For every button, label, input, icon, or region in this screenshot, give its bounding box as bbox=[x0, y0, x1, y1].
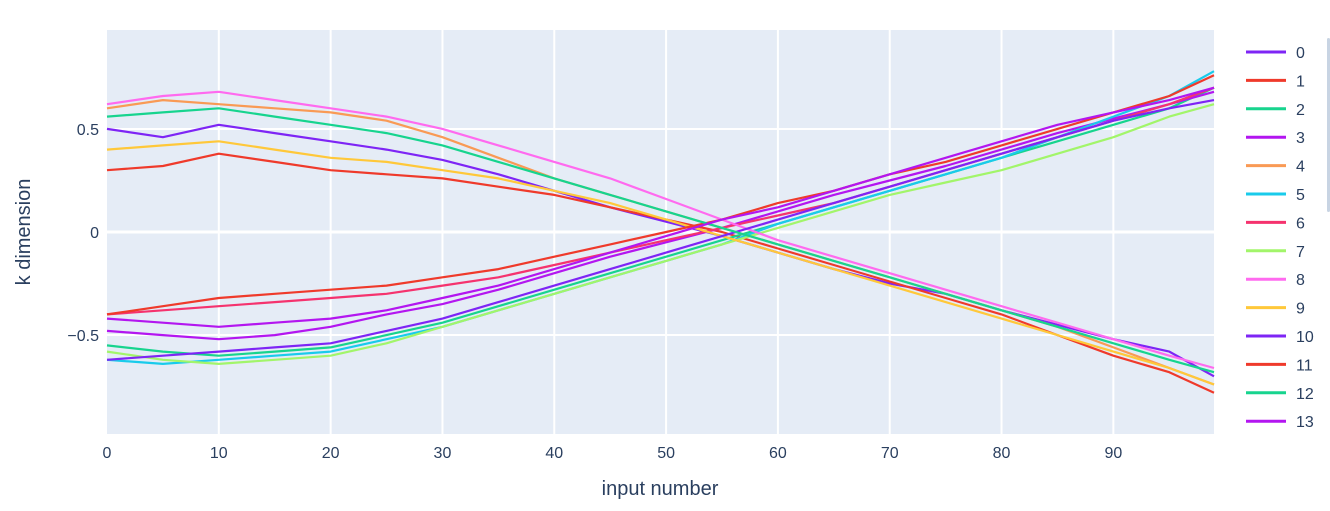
legend-label: 0 bbox=[1296, 45, 1305, 62]
series-line-8 bbox=[106, 90, 1215, 370]
legend-item-12[interactable]: 12 bbox=[1246, 386, 1314, 403]
x-tick-label: 40 bbox=[545, 445, 563, 462]
legend-item-10[interactable]: 10 bbox=[1246, 329, 1314, 346]
x-tick-label: 0 bbox=[103, 445, 112, 462]
series-line-9 bbox=[106, 140, 1215, 386]
legend-label: 1 bbox=[1296, 73, 1305, 90]
legend-label: 9 bbox=[1296, 301, 1305, 318]
legend-item-3[interactable]: 3 bbox=[1246, 130, 1305, 147]
legend-item-11[interactable]: 11 bbox=[1246, 357, 1313, 374]
legend-label: 3 bbox=[1296, 130, 1305, 147]
legend-label: 4 bbox=[1296, 159, 1305, 176]
x-tick-label: 30 bbox=[434, 445, 452, 462]
legend-label: 7 bbox=[1296, 244, 1305, 261]
legend-item-9[interactable]: 9 bbox=[1246, 301, 1305, 318]
legend-item-7[interactable]: 7 bbox=[1246, 244, 1305, 261]
x-tick-label: 90 bbox=[1104, 445, 1122, 462]
series-line-3 bbox=[106, 90, 1215, 341]
legend-label: 11 bbox=[1296, 357, 1313, 374]
legend-item-8[interactable]: 8 bbox=[1246, 272, 1305, 289]
x-axis-ticks: 0 10 20 30 40 50 60 70 80 90 bbox=[103, 445, 1123, 462]
y-tick-label: 0 bbox=[90, 225, 99, 242]
x-axis-title: input number bbox=[602, 478, 719, 500]
series-line-12 bbox=[106, 107, 1215, 374]
y-tick-label: 0.5 bbox=[77, 122, 99, 139]
series-line-7 bbox=[106, 103, 1215, 365]
series-line-13 bbox=[106, 86, 1215, 328]
legend-label: 10 bbox=[1296, 329, 1314, 346]
legend-item-4[interactable]: 4 bbox=[1246, 159, 1305, 176]
y-axis-title: k dimension bbox=[13, 179, 35, 286]
legend-scrollbar[interactable] bbox=[1327, 38, 1330, 212]
series-lines bbox=[106, 70, 1215, 394]
legend-label: 6 bbox=[1296, 215, 1305, 232]
series-line-11 bbox=[106, 74, 1215, 316]
legend-label: 2 bbox=[1296, 102, 1305, 119]
legend-label: 12 bbox=[1296, 386, 1314, 403]
legend-item-13[interactable]: 13 bbox=[1246, 414, 1314, 431]
legend-item-5[interactable]: 5 bbox=[1246, 187, 1305, 204]
x-tick-label: 20 bbox=[322, 445, 340, 462]
legend-item-2[interactable]: 2 bbox=[1246, 102, 1305, 119]
legend-item-1[interactable]: 1 bbox=[1246, 73, 1305, 90]
x-tick-label: 80 bbox=[993, 445, 1011, 462]
series-line-0 bbox=[106, 123, 1215, 378]
series-line-10 bbox=[106, 99, 1215, 361]
x-tick-label: 10 bbox=[210, 445, 228, 462]
legend-label: 13 bbox=[1296, 414, 1314, 431]
y-tick-label: −0.5 bbox=[67, 328, 99, 345]
legend-label: 5 bbox=[1296, 187, 1305, 204]
legend-item-0[interactable]: 0 bbox=[1246, 45, 1305, 62]
x-tick-label: 50 bbox=[657, 445, 675, 462]
y-axis-ticks: 0.5 0 −0.5 bbox=[67, 122, 99, 345]
x-tick-label: 60 bbox=[769, 445, 787, 462]
legend-label: 8 bbox=[1296, 272, 1305, 289]
gridlines bbox=[107, 30, 1214, 434]
legend-item-6[interactable]: 6 bbox=[1246, 215, 1305, 232]
series-line-2 bbox=[106, 86, 1215, 357]
x-tick-label: 70 bbox=[881, 445, 899, 462]
